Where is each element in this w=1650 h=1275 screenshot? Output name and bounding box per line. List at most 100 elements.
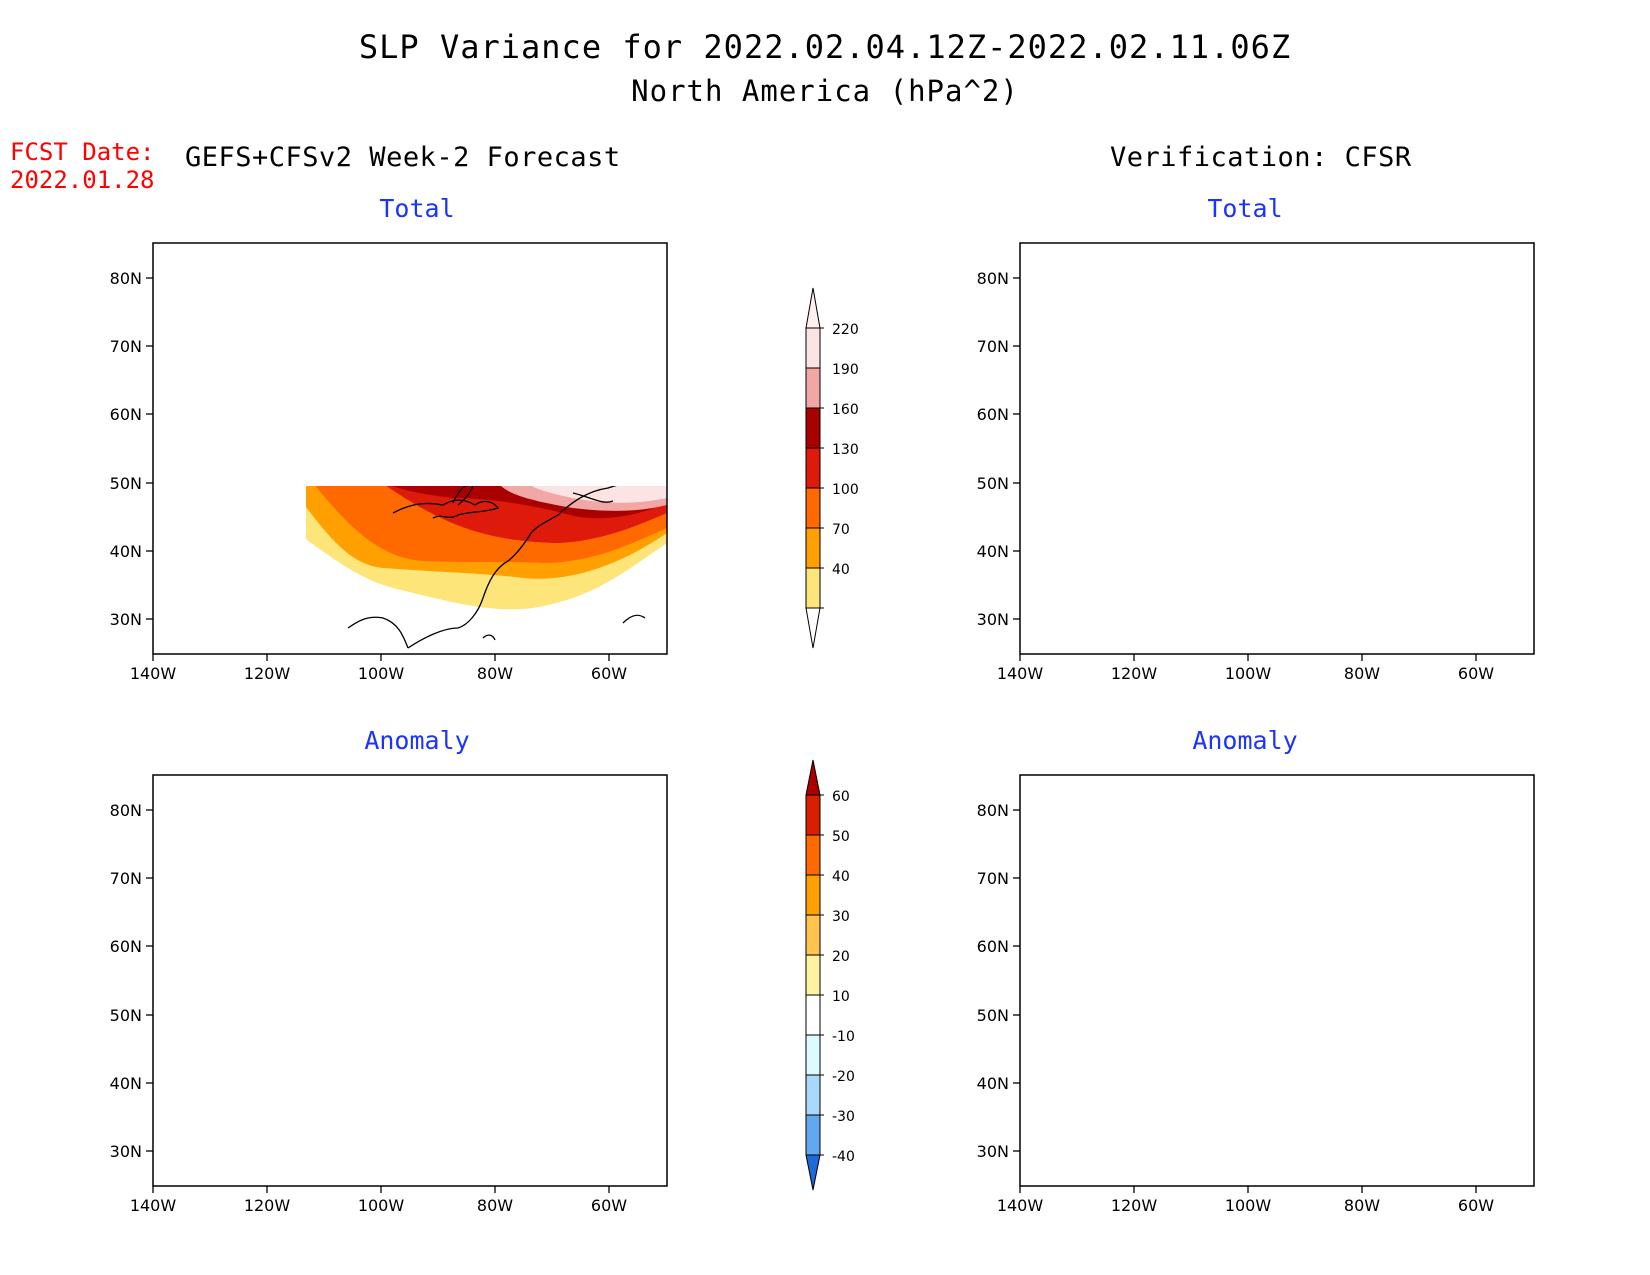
- lat-label: 70N: [977, 869, 1009, 888]
- lon-label: 80W: [1344, 664, 1380, 683]
- lat-label: 40N: [977, 542, 1009, 561]
- forecast-anomaly-frame: [152, 774, 668, 1187]
- colorbar-total-label: 100: [832, 482, 859, 498]
- lon-label: 60W: [1458, 664, 1494, 683]
- lat-label: 50N: [977, 1006, 1009, 1025]
- colorbar-anomaly-label: 50: [832, 829, 850, 845]
- colorbar-total-label: 70: [832, 522, 850, 538]
- lon-label: 80W: [477, 664, 513, 683]
- colorbar-total-swatch: [805, 527, 821, 569]
- forecast-anomaly-title: Anomaly: [364, 726, 470, 755]
- lat-label: 50N: [110, 474, 142, 493]
- lat-label: 70N: [110, 869, 142, 888]
- lat-label: 30N: [977, 610, 1009, 629]
- colorbar-anomaly-label: 10: [832, 989, 850, 1005]
- lat-label: 40N: [977, 1074, 1009, 1093]
- colorbar-anomaly-label: -40: [832, 1149, 855, 1165]
- lon-label: 100W: [358, 664, 405, 683]
- verification-header: Verification: CFSR: [1110, 142, 1412, 173]
- colorbar-anomaly-swatch: [805, 1034, 821, 1076]
- colorbar-anomaly-label: -30: [832, 1109, 855, 1125]
- colorbar-total-label: 130: [832, 442, 859, 458]
- verification-anomaly-frame: [1019, 774, 1535, 1187]
- colorbar-anomaly-swatch: [805, 834, 821, 876]
- forecast-header: GEFS+CFSv2 Week-2 Forecast: [185, 142, 621, 173]
- lon-label: 100W: [1225, 1196, 1272, 1215]
- lat-label: 30N: [110, 1142, 142, 1161]
- colorbar-total-swatch: [805, 407, 821, 449]
- lon-label: 100W: [358, 1196, 405, 1215]
- lat-label: 60N: [110, 405, 142, 424]
- lat-label: 40N: [110, 542, 142, 561]
- lat-label: 80N: [110, 269, 142, 288]
- lon-label: 100W: [1225, 664, 1272, 683]
- lat-label: 80N: [977, 801, 1009, 820]
- lat-label: 70N: [110, 337, 142, 356]
- lon-label: 60W: [591, 664, 627, 683]
- forecast-anomaly-map: [153, 775, 667, 1186]
- lat-label: 70N: [977, 337, 1009, 356]
- colorbar-anomaly-swatch: [805, 1074, 821, 1116]
- lat-label: 80N: [977, 269, 1009, 288]
- colorbar-anomaly: 60 50 40 30 20 10 -10 -20 -30 -40: [805, 759, 855, 1191]
- colorbar-total-label: 220: [832, 322, 859, 338]
- colorbar-anomaly-label: 40: [832, 869, 850, 885]
- lat-label: 50N: [110, 1006, 142, 1025]
- colorbar-anomaly-arrow-top: [805, 759, 821, 796]
- verification-anomaly-title: Anomaly: [1192, 726, 1298, 755]
- lon-label: 140W: [997, 1196, 1044, 1215]
- colorbar-total-swatch: [805, 447, 821, 489]
- lon-label: 140W: [130, 664, 177, 683]
- fcst-date: FCST Date: 2022.01.28: [10, 138, 155, 194]
- colorbar-total-arrow-bottom: [805, 607, 821, 649]
- colorbar-anomaly-swatch: [805, 874, 821, 916]
- lon-label: 80W: [477, 1196, 513, 1215]
- colorbar-anomaly-label: 60: [832, 789, 850, 805]
- lat-label: 40N: [110, 1074, 142, 1093]
- colorbar-anomaly-label: -20: [832, 1069, 855, 1085]
- verification-anomaly-map: [1020, 775, 1534, 1186]
- forecast-total-frame: [152, 242, 668, 655]
- colorbar-anomaly-label: 20: [832, 949, 850, 965]
- forecast-total-map: [306, 486, 668, 654]
- colorbar-anomaly-label: -10: [832, 1029, 855, 1045]
- colorbar-anomaly-swatch: [805, 994, 821, 1036]
- colorbar-total-swatch: [805, 327, 821, 369]
- lon-label: 60W: [591, 1196, 627, 1215]
- lat-label: 60N: [977, 405, 1009, 424]
- lat-label: 30N: [977, 1142, 1009, 1161]
- lat-label: 60N: [110, 937, 142, 956]
- verification-total-map: [1020, 243, 1534, 654]
- lon-label: 120W: [244, 664, 291, 683]
- fcst-date-value: 2022.01.28: [10, 166, 155, 194]
- lon-label: 120W: [244, 1196, 291, 1215]
- axes-layer: 80N 70N 60N 50N 40N 30N 140W 120W 100W 80W 60W 80N 7…: [110, 269, 1495, 1215]
- verification-total-frame: [1019, 242, 1535, 655]
- lon-label: 80W: [1344, 1196, 1380, 1215]
- colorbar-anomaly-swatch: [805, 954, 821, 996]
- lat-label: 30N: [110, 610, 142, 629]
- colorbar-total-swatch: [805, 567, 821, 609]
- colorbar-anomaly-swatch: [805, 914, 821, 956]
- colorbar-total-label: 160: [832, 402, 859, 418]
- colorbar-anomaly-swatch: [805, 794, 821, 836]
- colorbar-total-label: 190: [832, 362, 859, 378]
- colorbar-total-swatch: [805, 367, 821, 409]
- lat-label: 50N: [977, 474, 1009, 493]
- colorbar-total-label: 40: [832, 562, 850, 578]
- lon-label: 140W: [130, 1196, 177, 1215]
- figure-title: SLP Variance for 2022.02.04.12Z-2022.02.…: [358, 28, 1292, 66]
- lat-label: 60N: [977, 937, 1009, 956]
- fcst-date-label: FCST Date:: [10, 138, 155, 166]
- colorbar-anomaly-label: 30: [832, 909, 850, 925]
- colorbar-anomaly-swatch: [805, 1114, 821, 1156]
- lon-label: 120W: [1111, 1196, 1158, 1215]
- lon-label: 120W: [1111, 664, 1158, 683]
- lon-label: 60W: [1458, 1196, 1494, 1215]
- verification-total-title: Total: [1207, 194, 1283, 223]
- colorbar-total-arrow-top: [805, 287, 821, 329]
- colorbar-total: 220 190 160 130 100 70 40: [805, 287, 859, 649]
- lon-label: 140W: [997, 664, 1044, 683]
- colorbar-anomaly-arrow-bottom: [805, 1154, 821, 1191]
